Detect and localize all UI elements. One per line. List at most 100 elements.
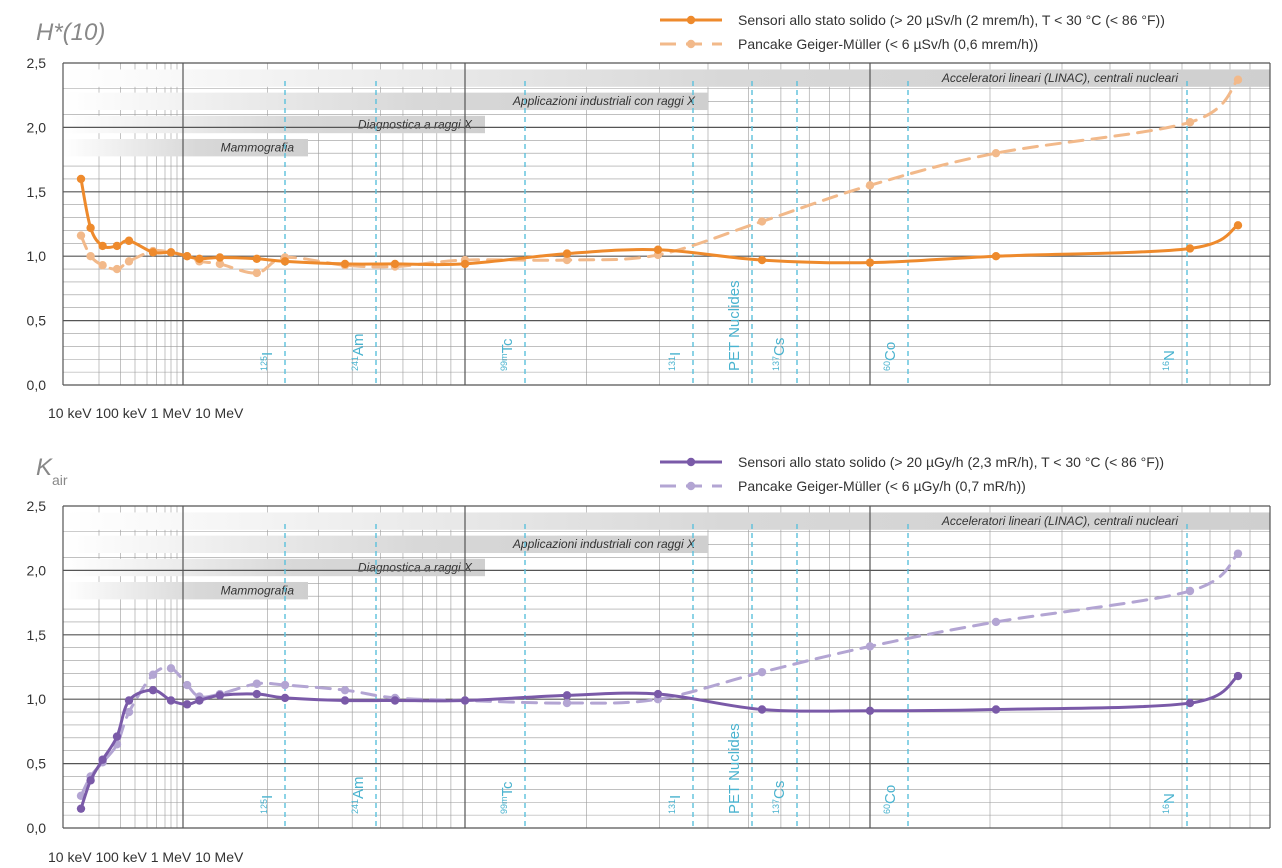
- data-point: [1185, 586, 1195, 596]
- nuclide-symbol: I: [259, 352, 276, 356]
- legend-entry: Sensori allo stato solido (> 20 µGy/h (2…: [738, 454, 1164, 470]
- data-point: [562, 691, 572, 700]
- nuclide-mass-number: 241: [350, 799, 360, 814]
- data-point: [182, 252, 192, 261]
- data-point: [280, 693, 290, 703]
- data-point: [280, 680, 290, 690]
- data-point: [124, 257, 134, 266]
- application-band: [63, 92, 708, 111]
- application-band-label: Diagnostica a raggi X: [358, 560, 473, 574]
- nuclide-mass-number: 99m: [499, 796, 509, 814]
- nuclide-mass-number: 125: [259, 356, 269, 371]
- data-point: [112, 241, 122, 251]
- nuclide-label: 241Am: [350, 776, 367, 814]
- application-band: [63, 138, 308, 157]
- data-point: [390, 259, 400, 269]
- data-point: [195, 696, 204, 705]
- data-point: [215, 253, 225, 262]
- data-point: [166, 664, 176, 673]
- data-point: [98, 261, 107, 270]
- nuclide-label: 241Am: [350, 333, 367, 371]
- nuclide-symbol: Co: [882, 342, 899, 361]
- application-band: [63, 512, 1270, 530]
- nuclide-mass-number: 131: [667, 799, 677, 814]
- nuclide-symbol: Co: [882, 785, 899, 804]
- y-tick-label: 2,5: [27, 55, 47, 71]
- data-point: [1233, 671, 1243, 681]
- data-point: [76, 804, 86, 813]
- nuclide-mass-number: 60: [882, 361, 892, 371]
- data-point: [340, 259, 350, 269]
- data-point: [653, 245, 663, 254]
- nuclide-symbol: Tc: [499, 338, 516, 354]
- application-band-label: Applicazioni industriali con raggi X: [512, 94, 696, 108]
- data-point: [148, 685, 158, 695]
- application-band-label: Acceleratori lineari (LINAC), centrali n…: [941, 71, 1178, 85]
- legend-marker: [686, 481, 696, 491]
- data-point: [757, 705, 767, 714]
- legend-marker: [686, 15, 696, 25]
- data-point: [1233, 75, 1243, 84]
- nuclide-symbol: Cs: [771, 781, 788, 799]
- data-point: [215, 691, 225, 700]
- data-point: [991, 252, 1001, 261]
- nuclide-label: PET Nuclides: [726, 280, 743, 371]
- data-point: [390, 696, 400, 705]
- chart-title: K: [36, 454, 53, 481]
- nuclide-symbol: I: [667, 352, 684, 356]
- data-point: [252, 254, 261, 263]
- application-band: [63, 558, 485, 577]
- data-point: [991, 617, 1001, 627]
- nuclide-label: PET Nuclides: [726, 723, 743, 814]
- data-point: [991, 705, 1001, 714]
- data-point: [215, 259, 225, 269]
- nuclide-mass-number: 241: [350, 356, 360, 371]
- data-point: [757, 255, 767, 265]
- nuclide-label: 125I: [259, 795, 276, 814]
- data-point: [252, 689, 261, 699]
- data-point: [865, 706, 875, 715]
- data-point: [460, 696, 470, 705]
- y-tick-label: 0,0: [27, 820, 47, 836]
- data-point: [252, 679, 261, 688]
- data-point: [86, 252, 95, 261]
- application-band-label: Mammografia: [221, 584, 295, 598]
- data-point: [991, 148, 1001, 158]
- data-point: [280, 257, 290, 266]
- data-point: [757, 217, 767, 226]
- nuclide-mass-number: 137: [771, 799, 781, 814]
- nuclide-label: 16N: [1161, 793, 1178, 814]
- data-point: [98, 755, 107, 764]
- nuclide-label: 137Cs: [771, 781, 788, 814]
- application-band: [63, 115, 485, 134]
- chart-title: H*(10): [36, 19, 105, 46]
- nuclide-symbol: Cs: [771, 338, 788, 356]
- data-point: [1185, 698, 1195, 708]
- legend-entry: Pancake Geiger-Müller (< 6 µGy/h (0,7 mR…: [738, 478, 1026, 494]
- data-point: [112, 264, 122, 274]
- nuclide-symbol: Am: [350, 333, 367, 356]
- data-point: [653, 689, 663, 699]
- legend-marker: [686, 39, 696, 49]
- data-point: [182, 700, 192, 709]
- application-band-label: Acceleratori lineari (LINAC), centrali n…: [941, 514, 1178, 528]
- x-axis-labels: 10 keV 100 keV 1 MeV 10 MeV: [48, 849, 244, 865]
- data-point: [76, 231, 86, 240]
- nuclide-symbol: N: [1161, 793, 1178, 804]
- nuclide-label: 99mTc: [499, 338, 516, 371]
- data-point: [124, 696, 134, 705]
- x-axis-labels: 10 keV 100 keV 1 MeV 10 MeV: [48, 405, 244, 421]
- chart-panel-1: H*(10) Acceleratori lineari (LINAC), cent…: [27, 12, 1271, 421]
- data-point: [562, 698, 572, 708]
- nuclide-symbol: Tc: [499, 781, 516, 797]
- nuclide-mass-number: 125: [259, 799, 269, 814]
- data-point: [195, 254, 204, 263]
- nuclide-mass-number: 99m: [499, 353, 509, 371]
- nuclide-symbol: N: [1161, 350, 1178, 361]
- application-band-label: Applicazioni industriali con raggi X: [512, 537, 696, 551]
- data-point: [148, 248, 158, 257]
- legend-entry: Pancake Geiger-Müller (< 6 µSv/h (0,6 mr…: [738, 36, 1038, 52]
- nuclide-label: 60Co: [882, 342, 899, 371]
- y-tick-label: 0,5: [27, 313, 47, 329]
